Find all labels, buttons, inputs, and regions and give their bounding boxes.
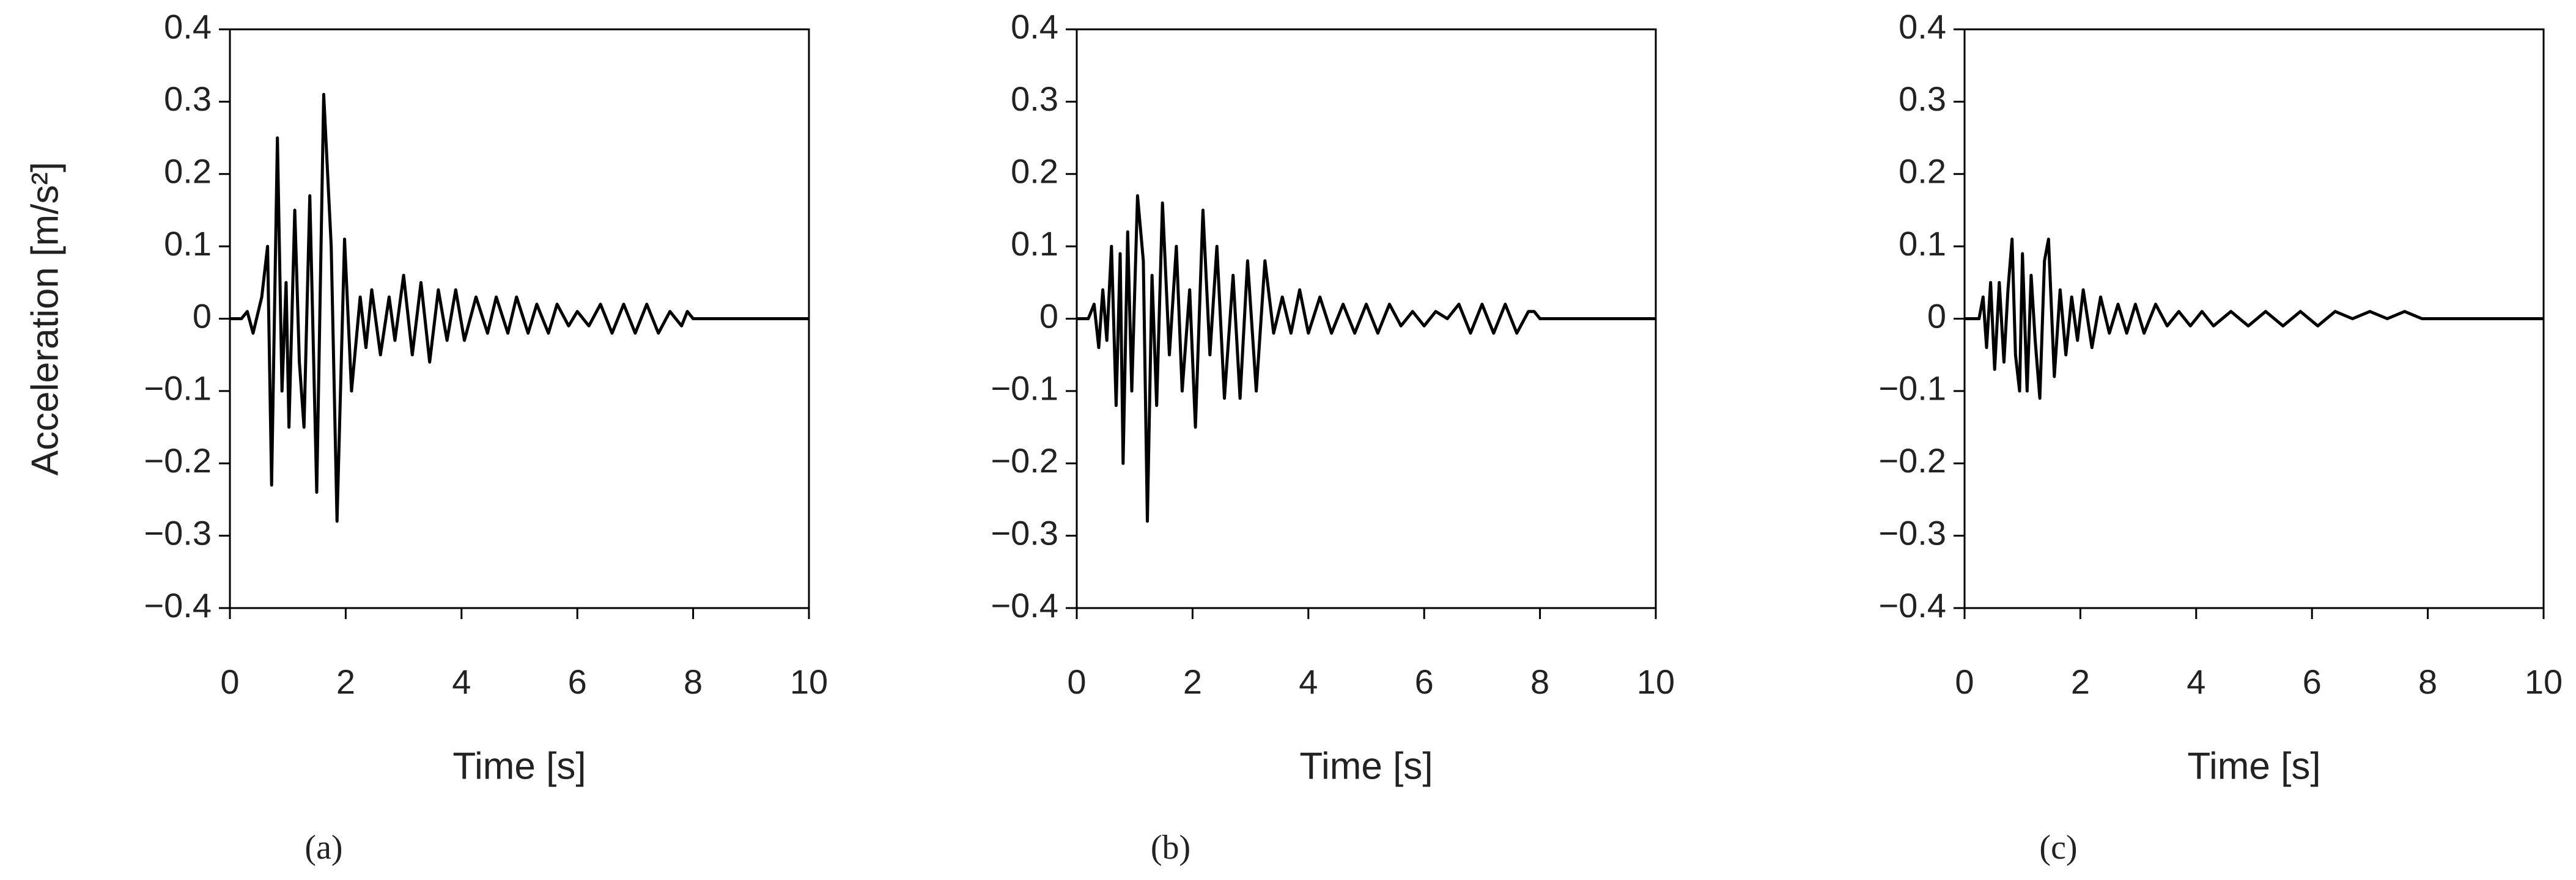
data-line bbox=[1077, 194, 1656, 523]
caption: (a) bbox=[304, 829, 342, 867]
y-tick-label: 0.2 bbox=[1899, 152, 1946, 191]
y-tick-label: 0.1 bbox=[1899, 224, 1946, 263]
y-tick-label: 0.2 bbox=[164, 152, 212, 191]
y-tick-label: −0.3 bbox=[1878, 513, 1946, 552]
x-tick-label: 8 bbox=[684, 662, 703, 701]
x-tick-label: 0 bbox=[220, 662, 239, 701]
y-tick-label: −0.3 bbox=[144, 513, 212, 552]
caption: (b) bbox=[1151, 829, 1190, 867]
x-tick-label: 2 bbox=[2071, 662, 2090, 701]
y-tick-label: −0.1 bbox=[1878, 369, 1946, 408]
y-tick-label: 0.4 bbox=[1899, 7, 1946, 46]
data-line bbox=[230, 93, 809, 523]
y-tick-label: −0.4 bbox=[1878, 586, 1946, 625]
x-tick-label: 10 bbox=[790, 662, 828, 701]
x-tick-label: 2 bbox=[336, 662, 355, 701]
y-tick-label: 0.3 bbox=[1011, 79, 1058, 118]
x-tick-label: 2 bbox=[1183, 662, 1202, 701]
y-axis-label: Acceleration [m/s²] bbox=[24, 162, 66, 475]
y-tick-label: 0.2 bbox=[1011, 152, 1058, 191]
y-tick-label: −0.4 bbox=[991, 586, 1058, 625]
x-tick-label: 6 bbox=[2303, 662, 2322, 701]
y-tick-label: 0.1 bbox=[1011, 224, 1058, 263]
x-tick-label: 0 bbox=[1955, 662, 1974, 701]
y-tick-label: 0.1 bbox=[164, 224, 212, 263]
y-tick-label: −0.4 bbox=[144, 586, 212, 625]
y-tick-label: 0 bbox=[1039, 296, 1058, 335]
x-axis-label: Time [s] bbox=[1299, 745, 1433, 787]
x-tick-label: 8 bbox=[1530, 662, 1549, 701]
caption: (c) bbox=[2039, 829, 2077, 867]
x-tick-label: 4 bbox=[2187, 662, 2205, 701]
y-tick-label: 0.4 bbox=[164, 7, 212, 46]
y-tick-label: −0.3 bbox=[991, 513, 1058, 552]
y-tick-label: −0.1 bbox=[991, 369, 1058, 408]
x-tick-label: 6 bbox=[568, 662, 587, 701]
x-tick-label: 0 bbox=[1067, 662, 1086, 701]
y-tick-label: −0.2 bbox=[991, 441, 1058, 480]
x-axis-label: Time [s] bbox=[452, 745, 586, 787]
y-tick-label: 0.4 bbox=[1011, 7, 1058, 46]
y-tick-label: 0 bbox=[193, 296, 212, 335]
x-tick-label: 10 bbox=[2525, 662, 2563, 701]
y-tick-label: −0.2 bbox=[144, 441, 212, 480]
y-tick-label: −0.2 bbox=[1878, 441, 1946, 480]
x-tick-label: 10 bbox=[1637, 662, 1675, 701]
data-line bbox=[1965, 237, 2544, 400]
y-tick-label: 0 bbox=[1927, 296, 1946, 335]
y-tick-label: −0.1 bbox=[144, 369, 212, 408]
y-tick-label: 0.3 bbox=[1899, 79, 1946, 118]
x-tick-label: 4 bbox=[1299, 662, 1318, 701]
y-tick-label: 0.3 bbox=[164, 79, 212, 118]
x-tick-label: 8 bbox=[2418, 662, 2437, 701]
x-tick-label: 6 bbox=[1415, 662, 1434, 701]
x-axis-label: Time [s] bbox=[2187, 745, 2320, 787]
x-tick-label: 4 bbox=[452, 662, 471, 701]
